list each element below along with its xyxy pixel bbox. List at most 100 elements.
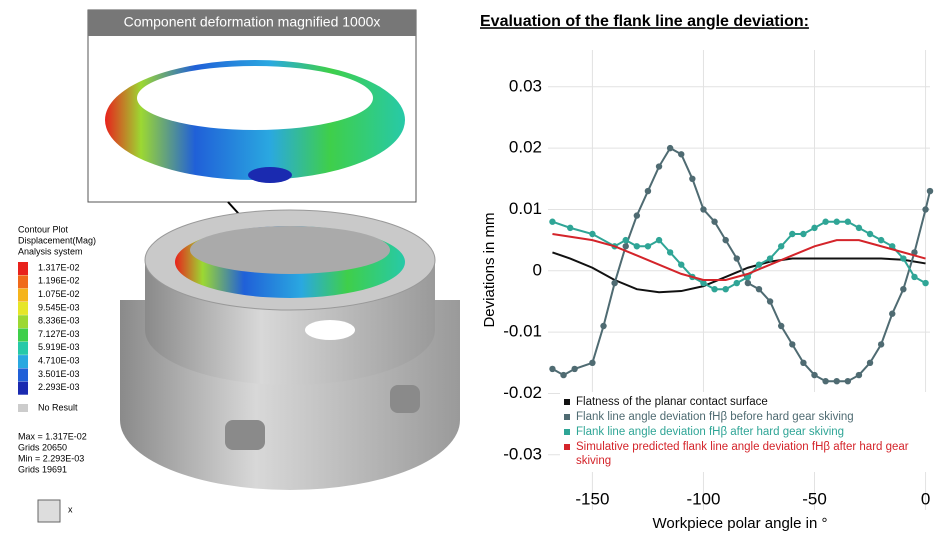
point	[845, 219, 851, 225]
point	[689, 176, 695, 182]
point	[549, 219, 555, 225]
legend-item: Simulative predicted flank line angle de…	[564, 440, 929, 468]
point	[800, 360, 806, 366]
contour-stat: Grids 20650	[18, 442, 67, 452]
legend-heading: Displacement(Mag)	[18, 235, 96, 245]
point	[778, 323, 784, 329]
contour-level: 3.501E-03	[38, 369, 80, 379]
point	[789, 231, 795, 237]
point	[634, 243, 640, 249]
point	[811, 372, 817, 378]
contour-swatch	[18, 302, 28, 315]
y-tick-label: -0.03	[503, 444, 542, 463]
point	[767, 255, 773, 261]
contour-level: 7.127E-03	[38, 329, 80, 339]
contour-swatch	[18, 275, 28, 288]
series-line	[552, 148, 930, 381]
legend-swatch	[564, 429, 570, 435]
point	[822, 378, 828, 384]
point	[845, 378, 851, 384]
point	[560, 372, 566, 378]
point	[811, 225, 817, 231]
point	[567, 225, 573, 231]
point	[834, 378, 840, 384]
point	[645, 188, 651, 194]
point	[734, 280, 740, 286]
contour-level: 2.293E-03	[38, 382, 80, 392]
window	[305, 320, 355, 340]
ring-spot	[248, 167, 292, 183]
contour-swatch	[18, 355, 28, 368]
contour-level: 1.196E-02	[38, 276, 80, 286]
legend-label: Flatness of the planar contact surface	[576, 395, 768, 409]
no-result: No Result	[38, 402, 78, 412]
point	[778, 243, 784, 249]
point	[867, 360, 873, 366]
contour-level: 4.710E-03	[38, 355, 80, 365]
point	[822, 219, 828, 225]
legend-heading: Contour Plot	[18, 224, 69, 234]
port	[225, 420, 265, 450]
y-tick-label: -0.02	[503, 383, 542, 402]
point	[767, 298, 773, 304]
axis-cube	[38, 500, 60, 522]
point	[756, 286, 762, 292]
contour-swatch	[18, 262, 28, 275]
point	[678, 261, 684, 267]
x-tick-label: -100	[686, 489, 720, 508]
y-axis-label: Deviations in mm	[481, 212, 498, 327]
legend-swatch	[564, 444, 570, 450]
no-result-swatch	[18, 404, 28, 412]
point	[927, 188, 933, 194]
point	[900, 286, 906, 292]
point	[722, 286, 728, 292]
contour-level: 1.075E-02	[38, 289, 80, 299]
point	[667, 249, 673, 255]
port	[390, 385, 420, 413]
point	[745, 280, 751, 286]
legend-item: Flatness of the planar contact surface	[564, 395, 929, 409]
point	[922, 280, 928, 286]
housing-bore	[190, 226, 390, 274]
legend-label: Flank line angle deviation fHβ before ha…	[576, 410, 854, 424]
contour-stat: Max = 1.317E-02	[18, 431, 87, 441]
contour-level: 1.317E-02	[38, 262, 80, 272]
point	[734, 255, 740, 261]
point	[711, 286, 717, 292]
point	[645, 243, 651, 249]
x-tick-label: -150	[575, 489, 609, 508]
point	[878, 341, 884, 347]
point	[800, 231, 806, 237]
point	[656, 237, 662, 243]
point	[571, 366, 577, 372]
point	[911, 274, 917, 280]
point	[856, 372, 862, 378]
point	[922, 206, 928, 212]
point	[549, 366, 555, 372]
point	[634, 212, 640, 218]
contour-swatch	[18, 289, 28, 302]
point	[789, 341, 795, 347]
contour-stat: Min = 2.293E-03	[18, 453, 84, 463]
point	[856, 225, 862, 231]
x-tick-label: -50	[802, 489, 827, 508]
inset-title: Component deformation magnified 1000x	[124, 14, 381, 30]
y-tick-label: 0.03	[509, 76, 542, 95]
x-axis-label: Workpiece polar angle in °	[653, 515, 828, 532]
point	[623, 237, 629, 243]
ring-hole	[137, 66, 373, 130]
point	[667, 145, 673, 151]
point	[700, 206, 706, 212]
contour-swatch	[18, 342, 28, 355]
point	[623, 243, 629, 249]
contour-swatch	[18, 368, 28, 381]
contour-swatch	[18, 329, 28, 342]
legend-label: Simulative predicted flank line angle de…	[576, 440, 929, 468]
legend-swatch	[564, 414, 570, 420]
contour-swatch	[18, 382, 28, 395]
point	[867, 231, 873, 237]
point	[656, 163, 662, 169]
point	[834, 219, 840, 225]
point	[722, 237, 728, 243]
